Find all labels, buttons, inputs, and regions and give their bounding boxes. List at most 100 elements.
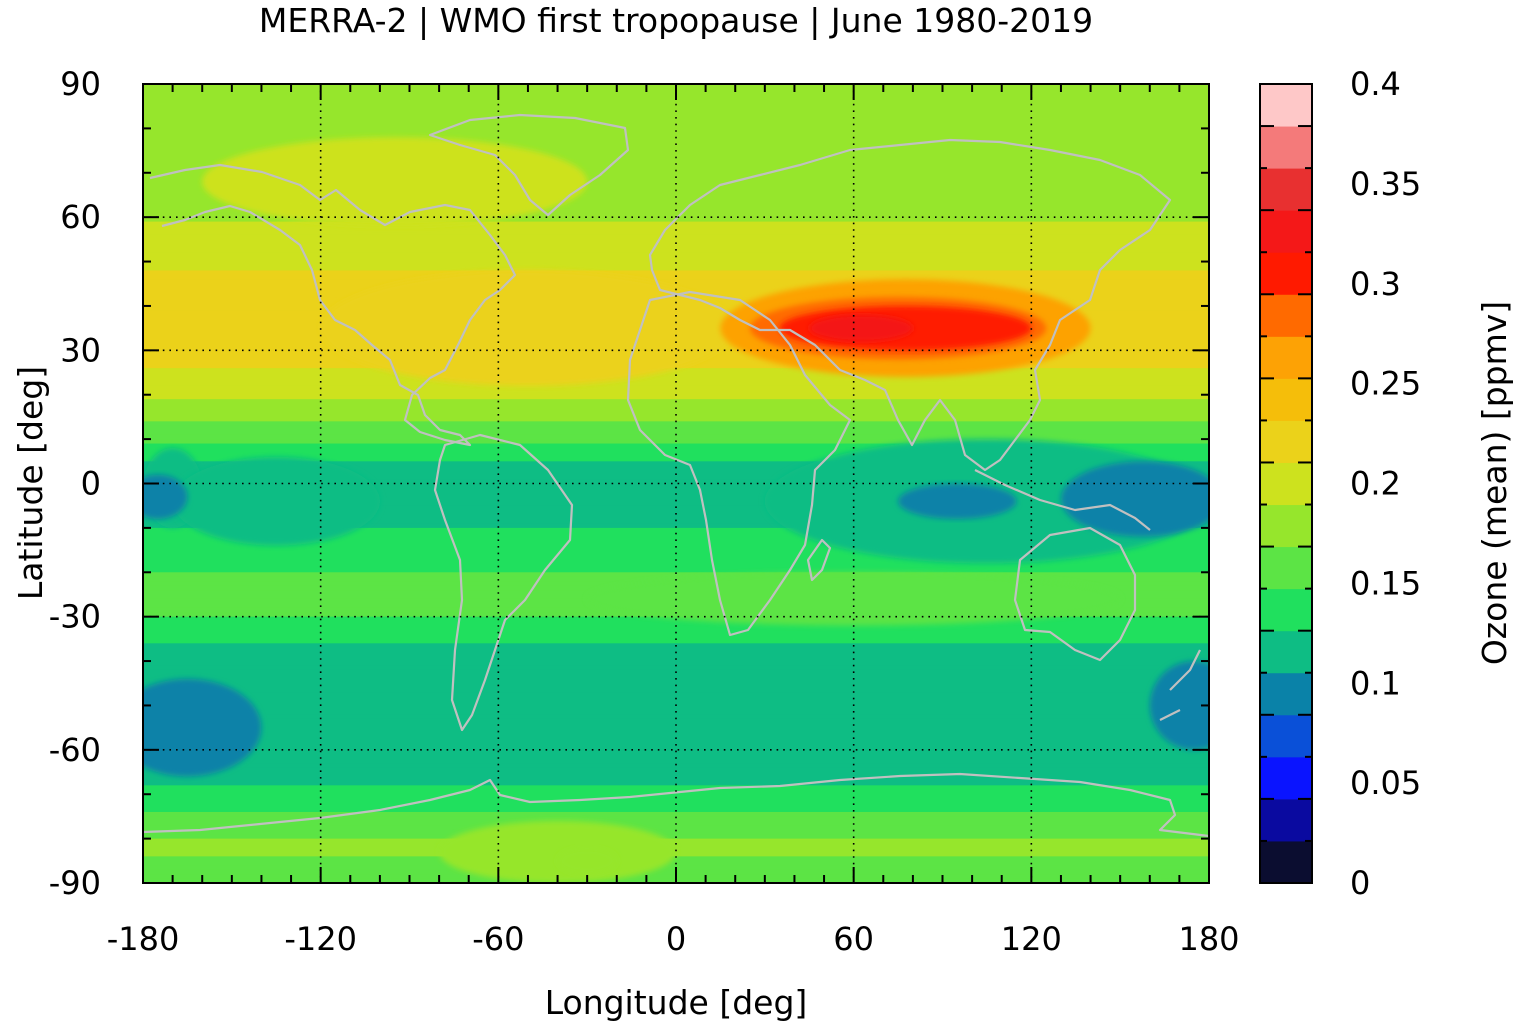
colorbar-tick-label: 0.35 (1350, 165, 1421, 203)
colorbar-tick-label: 0.1 (1350, 664, 1401, 702)
colorbar-level (1260, 756, 1312, 800)
latitude-band (143, 186, 1209, 192)
colorbar-level (1260, 546, 1312, 590)
dateline-minimum (143, 474, 188, 520)
latitude-band (143, 798, 1209, 804)
indian-ocean-minimum (898, 483, 1017, 520)
coast-new-zealand (1159, 649, 1201, 721)
latitude-band (143, 270, 1209, 276)
latitude-band (143, 692, 1209, 698)
latitude-band (143, 754, 1209, 760)
latitude-band (143, 146, 1209, 152)
latitude-band (143, 137, 1209, 143)
latitude-band (143, 226, 1209, 232)
x-axis-label: Longitude [deg] (545, 983, 808, 1022)
y-tick-label: -60 (49, 731, 101, 769)
latitude-band (143, 150, 1209, 156)
colorbar-tick-label: 0 (1350, 864, 1370, 902)
latitude-band (143, 123, 1209, 129)
y-tick-label: -90 (49, 864, 101, 902)
latitude-band (143, 110, 1209, 116)
latitude-band (143, 740, 1209, 746)
coast-australia (1013, 526, 1137, 662)
colorbar-level (1260, 168, 1312, 211)
y-tick-label: -30 (49, 598, 101, 636)
tropical-pacific-minimum (1060, 461, 1209, 537)
colorbar-tick-label: 0.2 (1350, 465, 1401, 503)
colorbar-level (1260, 630, 1312, 674)
x-tick-label: 180 (1178, 920, 1239, 958)
latitude-band (143, 665, 1209, 671)
latitude-band (143, 274, 1209, 280)
colorbar-level (1260, 126, 1312, 169)
colorbar-frame (1259, 83, 1313, 884)
latitude-band (143, 159, 1209, 165)
latitude-band (143, 483, 1209, 489)
latitude-band (143, 638, 1209, 644)
asian-monsoon-core (809, 314, 913, 342)
latitude-band (143, 545, 1209, 551)
latitude-band (143, 243, 1209, 249)
latitude-band (143, 785, 1209, 791)
latitude-band (143, 257, 1209, 263)
latitude-band (143, 368, 1209, 374)
latitude-band (143, 199, 1209, 205)
y-axis-label: Latitude [deg] (11, 366, 50, 600)
latitude-band (143, 430, 1209, 436)
chart-title: MERRA-2 | WMO first tropopause | June 19… (259, 1, 1093, 40)
latitude-band (143, 794, 1209, 800)
southern-pacific-minimum (143, 678, 262, 777)
latitude-band (143, 772, 1209, 778)
x-tick-label: 120 (1001, 920, 1062, 958)
gridlines (143, 84, 1209, 883)
x-tick-label: -60 (472, 920, 524, 958)
latitude-band (143, 381, 1209, 387)
latitude-band (143, 505, 1209, 511)
y-tick-label: 60 (60, 198, 101, 236)
latitude-band (143, 732, 1209, 738)
latitude-band (143, 390, 1209, 396)
latitude-band (143, 621, 1209, 627)
latitude-band (143, 434, 1209, 440)
colorbar-level (1260, 672, 1312, 716)
colorbar-level (1260, 294, 1312, 337)
latitude-band (143, 558, 1209, 564)
x-tick-label: -180 (107, 920, 180, 958)
latitude-band (143, 843, 1209, 849)
latitude-band (143, 678, 1209, 684)
colorbar-level (1260, 504, 1312, 548)
colorbar-label: Ozone (mean) [ppmv] (1475, 301, 1514, 665)
latitude-band (143, 443, 1209, 449)
tropical-east-pacific-low (172, 456, 380, 546)
latitude-band (143, 758, 1209, 764)
latitude-band (143, 248, 1209, 254)
latitude-band (143, 265, 1209, 272)
latitude-band (143, 838, 1209, 844)
latitude-band (143, 519, 1209, 525)
colorbar-tick-label: 0.3 (1350, 265, 1401, 303)
latitude-band (143, 714, 1209, 720)
latitude-band (143, 230, 1209, 236)
latitude-band (143, 736, 1209, 742)
coast-eurasia (648, 138, 1172, 472)
coast-africa (626, 290, 852, 637)
latitude-band (143, 634, 1209, 640)
latitude-band (143, 829, 1209, 835)
y-tick-label: 90 (60, 65, 101, 103)
colorbar-tick-label: 0.15 (1350, 564, 1421, 602)
x-tick-label: 60 (833, 920, 874, 958)
arctic-canada-band (202, 137, 588, 227)
latitude-band (143, 203, 1209, 209)
latitude-band (143, 652, 1209, 658)
latitude-band (143, 487, 1209, 493)
colorbar-tick-label: 0.4 (1350, 65, 1401, 103)
latitude-band (143, 510, 1209, 516)
latitude-band (143, 421, 1209, 427)
x-tick-label: -120 (284, 920, 357, 958)
colorbar-level (1260, 252, 1312, 295)
latitude-band (143, 763, 1209, 769)
latitude-band (143, 572, 1209, 578)
latitude-band (143, 514, 1209, 520)
latitude-band (143, 461, 1209, 467)
